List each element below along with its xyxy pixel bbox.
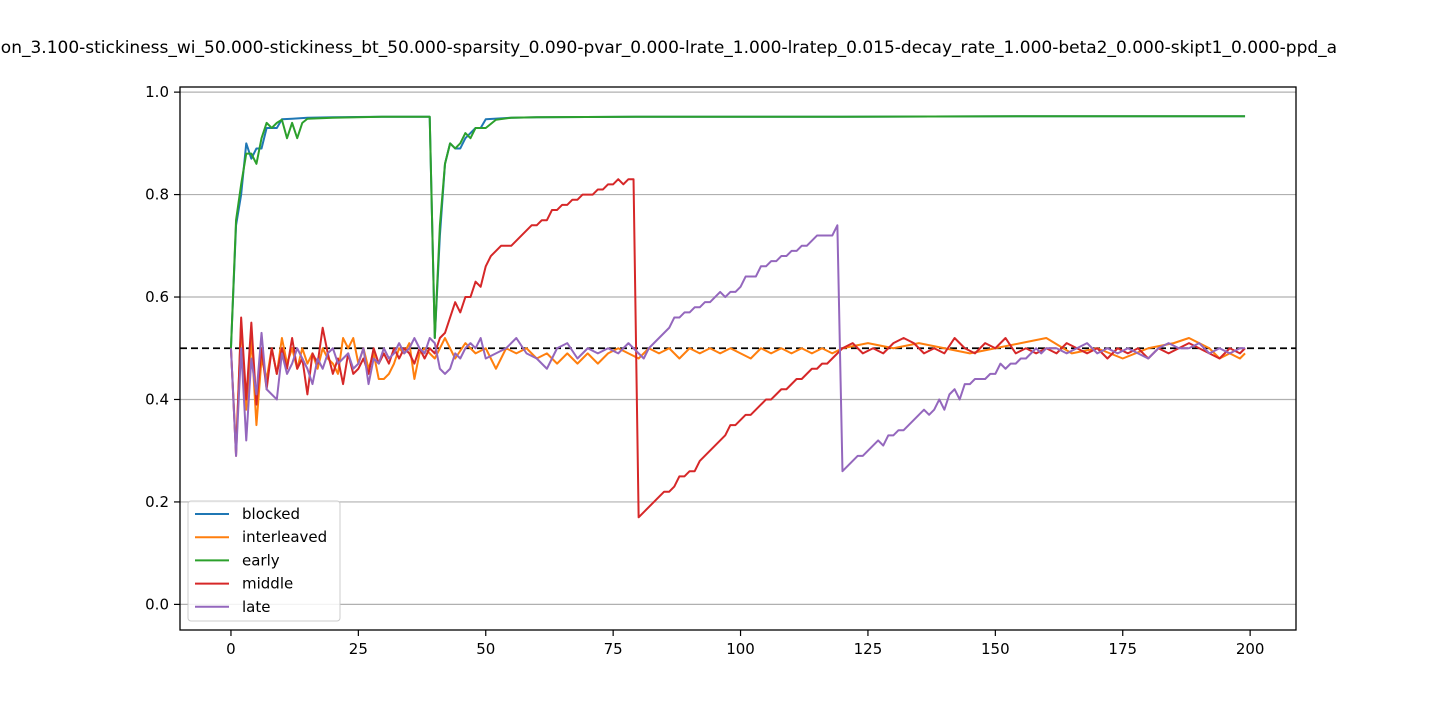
legend-label-middle: middle xyxy=(242,575,293,593)
x-tick-label-6: 150 xyxy=(981,640,1010,658)
legend: blocked interleaved early middle late xyxy=(187,500,341,622)
gridlines xyxy=(180,91,1296,605)
legend-label-interleaved: interleaved xyxy=(242,528,327,546)
y-tick-label-0: 0.0 xyxy=(145,595,169,613)
x-tick-label-1: 25 xyxy=(349,640,368,658)
chart-title-container: ration_3.100-stickiness_wi_50.000-sticki… xyxy=(0,38,1440,64)
x-tick-label-2: 50 xyxy=(476,640,495,658)
series-lines xyxy=(229,115,1246,519)
y-tick-label-1: 0.2 xyxy=(145,493,169,511)
y-axis-ticks: 0.0 0.2 0.4 0.6 0.8 1.0 xyxy=(145,83,180,613)
legend-label-late: late xyxy=(242,598,270,616)
axes-frame xyxy=(179,86,1297,631)
y-tick-label-3: 0.6 xyxy=(145,288,169,306)
legend-box xyxy=(187,500,341,622)
y-tick-label-5: 1.0 xyxy=(145,83,169,101)
legend-label-blocked: blocked xyxy=(242,505,300,523)
series-line-interleaved xyxy=(229,321,1246,452)
y-tick-label-4: 0.8 xyxy=(145,186,169,204)
x-tick-label-8: 200 xyxy=(1236,640,1265,658)
x-tick-label-3: 75 xyxy=(604,640,623,658)
x-tick-label-4: 100 xyxy=(726,640,755,658)
legend-label-early: early xyxy=(242,551,280,569)
chart-title: ration_3.100-stickiness_wi_50.000-sticki… xyxy=(0,38,1338,58)
x-axis-ticks: 0 25 50 75 100 125 150 175 200 xyxy=(226,630,1264,658)
series-line-late xyxy=(229,224,1246,473)
series-line-early xyxy=(229,115,1246,349)
series-line-blocked xyxy=(229,115,1246,349)
x-tick-label-5: 125 xyxy=(854,640,883,658)
x-tick-label-7: 175 xyxy=(1108,640,1137,658)
y-tick-label-2: 0.4 xyxy=(145,390,169,408)
x-tick-label-0: 0 xyxy=(226,640,236,658)
